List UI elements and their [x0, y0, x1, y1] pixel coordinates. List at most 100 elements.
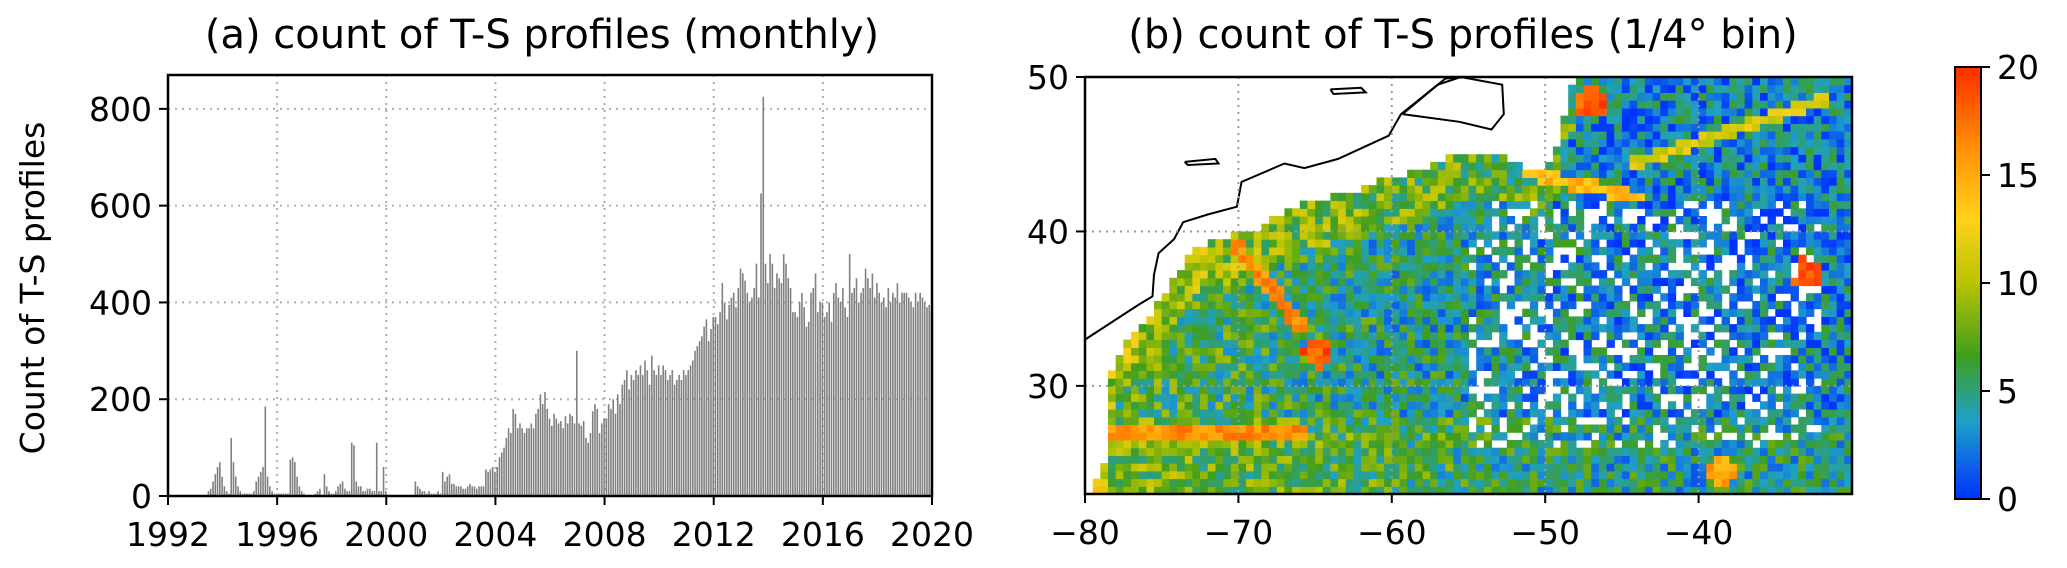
heatmap-cell — [1721, 424, 1730, 433]
heatmap-cell — [1552, 393, 1562, 402]
heatmap-cell — [1146, 424, 1155, 433]
heatmap-cell — [1775, 409, 1784, 418]
heatmap-cell — [1529, 308, 1539, 317]
bar — [635, 370, 637, 496]
heatmap-cell — [1690, 216, 1700, 225]
heatmap-cell — [1353, 231, 1362, 240]
heatmap-cell — [1652, 393, 1661, 402]
heatmap-cell — [1299, 331, 1309, 341]
heatmap-cell — [1798, 432, 1807, 441]
heatmap-cell — [1675, 478, 1684, 487]
heatmap-cell — [1713, 84, 1723, 93]
heatmap-cell — [1537, 208, 1546, 217]
heatmap-cell — [1184, 285, 1193, 294]
heatmap-cell — [1583, 123, 1592, 132]
bar — [846, 316, 849, 496]
heatmap-cell — [1660, 362, 1669, 371]
heatmap-cell — [1806, 262, 1815, 271]
panel-a-gridlines — [168, 75, 932, 496]
heatmap-cell — [1675, 277, 1684, 287]
heatmap-cell — [1606, 161, 1615, 171]
heatmap-cell — [1690, 138, 1700, 148]
heatmap-cell — [1338, 439, 1347, 449]
heatmap-cell — [1537, 185, 1546, 194]
heatmap-cell — [1154, 370, 1163, 379]
heatmap-cell — [1368, 378, 1378, 387]
bar — [867, 278, 869, 496]
bar — [903, 292, 906, 496]
heatmap-cell — [1391, 185, 1401, 194]
heatmap-cell — [1192, 355, 1201, 364]
heatmap-cell — [1253, 239, 1262, 248]
heatmap-cell — [1836, 146, 1845, 155]
heatmap-cell — [1583, 308, 1592, 317]
heatmap-cell — [1200, 409, 1209, 418]
heatmap-cell — [1783, 270, 1792, 279]
heatmap-cell — [1736, 470, 1746, 480]
heatmap-cell — [1269, 439, 1278, 449]
bar — [437, 491, 439, 496]
heatmap-cell — [1675, 362, 1684, 371]
heatmap-cell — [1460, 293, 1470, 302]
heatmap-cell — [1713, 77, 1723, 86]
heatmap-cell — [1414, 447, 1424, 456]
bar — [582, 420, 585, 496]
heatmap-cell — [1506, 347, 1516, 356]
bar — [539, 394, 542, 496]
heatmap-cell — [1537, 239, 1546, 248]
heatmap-cell — [1683, 92, 1692, 101]
heatmap-cell — [1690, 470, 1700, 480]
heatmap-cell — [1537, 339, 1546, 348]
heatmap-cell — [1844, 262, 1852, 271]
heatmap-cell — [1437, 270, 1447, 279]
heatmap-cell — [1798, 393, 1807, 402]
heatmap-cell — [1460, 254, 1470, 263]
bar — [469, 483, 471, 496]
heatmap-cell — [1230, 370, 1239, 379]
heatmap-cell — [1376, 246, 1385, 256]
heatmap-cell — [1790, 107, 1799, 117]
heatmap-cell — [1506, 200, 1516, 209]
heatmap-cell — [1713, 324, 1723, 333]
heatmap-cell — [1690, 208, 1700, 217]
heatmap-cell — [1192, 331, 1201, 341]
heatmap-cell — [1468, 401, 1477, 410]
heatmap-cell — [1192, 416, 1201, 426]
heatmap-cell — [1407, 447, 1416, 456]
heatmap-cell — [1844, 270, 1852, 279]
bar — [591, 411, 594, 496]
heatmap-cell — [1783, 107, 1792, 117]
heatmap-cell — [1767, 416, 1776, 426]
heatmap-cell — [1560, 123, 1569, 132]
heatmap-cell — [1146, 439, 1155, 449]
heatmap-cell — [1698, 339, 1707, 348]
heatmap-cell — [1269, 432, 1278, 441]
heatmap-cell — [1583, 432, 1592, 441]
heatmap-cell — [1284, 331, 1293, 341]
heatmap-cell — [1752, 169, 1761, 178]
heatmap-cell — [1276, 385, 1286, 395]
heatmap-cell — [1660, 277, 1669, 287]
heatmap-cell — [1215, 339, 1224, 348]
heatmap-cell — [1606, 455, 1615, 464]
heatmap-cell — [1844, 277, 1852, 287]
heatmap-cell — [1414, 177, 1424, 186]
heatmap-cell — [1621, 277, 1631, 287]
heatmap-cell — [1629, 262, 1638, 271]
heatmap-cell — [1675, 339, 1684, 348]
heatmap-cell — [1629, 192, 1638, 202]
bar — [601, 423, 603, 496]
heatmap-cell — [1568, 401, 1577, 410]
heatmap-cell — [1683, 308, 1692, 317]
heatmap-cell — [1322, 385, 1332, 395]
heatmap-cell — [1322, 378, 1332, 387]
heatmap-cell — [1261, 355, 1270, 364]
heatmap-cell — [1660, 324, 1669, 333]
heatmap-cell — [1437, 216, 1447, 225]
heatmap-cell — [1575, 470, 1585, 480]
heatmap-cell — [1476, 254, 1485, 263]
heatmap-cell — [1169, 486, 1178, 494]
heatmap-cell — [1667, 409, 1677, 418]
heatmap-cell — [1207, 401, 1216, 410]
heatmap-cell — [1552, 355, 1562, 364]
